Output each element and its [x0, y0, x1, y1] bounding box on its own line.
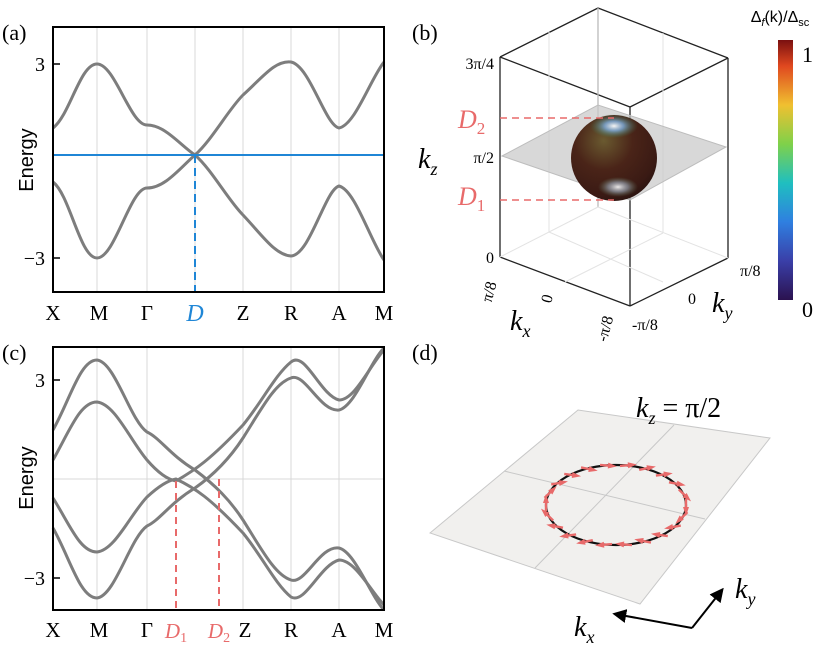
spin-arrow-head [634, 538, 644, 544]
panel-b-ky-label: ky [712, 288, 732, 323]
panel-a-xtick-Gamma: Γ [141, 301, 153, 325]
panel-b-colorbar-title: Δf(k)/Δsc [751, 9, 810, 29]
panel-a-gridlines [96, 27, 340, 292]
panel-c-xtick-M: M [90, 618, 109, 642]
panel-b-colorbar-min: 0 [802, 297, 813, 322]
panel-c-xtick-Gamma: Γ [141, 618, 153, 642]
panel-b: (b) D2 [412, 7, 813, 344]
spin-arrow-head [676, 480, 686, 487]
panel-c-xtick-Z: Z [239, 618, 252, 642]
panel-d-axis-2 [534, 424, 675, 569]
panel-c-ytick-neg3: −3 [24, 568, 45, 590]
spin-arrow-head [683, 506, 689, 516]
spin-arrow-head [540, 508, 550, 518]
panel-c-frame [52, 346, 385, 611]
panel-d-plane [428, 409, 771, 605]
spin-arrow-head [559, 532, 569, 539]
spin-arrow-head [675, 515, 684, 524]
panel-d-kx-label: kx [574, 612, 594, 647]
spin-arrow-head [664, 524, 674, 530]
panel-a-xtick-A: A [331, 301, 347, 325]
panel-a-ytick-neg3: −3 [24, 248, 45, 270]
panel-c-band-2 [51, 348, 386, 483]
spin-arrow-head [607, 462, 617, 469]
panel-a-lower-band [51, 153, 386, 261]
panel-c-ytick-3: 3 [35, 370, 45, 392]
panel-c-band-1 [51, 358, 386, 612]
panel-b-ytick-0: 0 [688, 291, 696, 308]
panel-a-xtick-M2: M [375, 301, 394, 325]
panel-d-plane-label: kz = π/2 [636, 393, 721, 428]
panel-a-label: (a) [2, 20, 26, 45]
panel-a-xtick-R: R [284, 301, 298, 325]
panel-c-label: (c) [2, 340, 26, 365]
panel-a: (a) 3 −3 Energy X M Γ D Z R A M [2, 20, 394, 327]
panel-b-top-cap [590, 114, 638, 138]
panel-c-gridlines [53, 347, 384, 610]
panel-a-xtick-Z: Z [237, 301, 250, 325]
spin-arrow-head [615, 541, 625, 548]
panel-b-grid [499, 32, 729, 283]
panel-b-d1-label: D1 [457, 182, 485, 215]
panel-c-band-4 [51, 346, 386, 600]
panel-b-ztick-0: 0 [486, 250, 494, 267]
spin-arrow-head [548, 486, 557, 495]
spin-arrow-head [650, 531, 661, 538]
panel-a-xtick-D: D [185, 301, 203, 327]
panel-b-xtick-pi8: π/8 [479, 280, 501, 304]
spin-arrow-head [576, 538, 586, 545]
panel-b-label: (b) [412, 20, 438, 45]
panel-d-axis-1 [503, 470, 706, 520]
panel-a-ylabel: Energy [16, 128, 38, 191]
panel-a-frame [52, 26, 385, 293]
panel-c-ylabel: Energy [16, 446, 38, 509]
panel-b-d2-label: D2 [457, 105, 485, 138]
panel-c-xtick-R: R [284, 618, 298, 642]
spin-arrow-head [571, 472, 582, 479]
panel-b-kx-label: kx [510, 306, 530, 341]
panel-c-xtick-D1: D1 [164, 619, 187, 646]
spin-arrow-head [663, 471, 673, 478]
panel-a-xtick-M: M [90, 301, 109, 325]
panel-d-label: (d) [412, 340, 438, 365]
panel-b-xtick-negpi8: -π/8 [594, 314, 617, 343]
panel-c-xtick-D2: D2 [207, 619, 230, 646]
panel-d-ky-label: ky [735, 574, 755, 609]
panel-a-upper-band [51, 60, 386, 157]
spin-arrow-head [543, 494, 549, 504]
panel-b-colorbar [778, 40, 793, 300]
panel-c: (c) 3 −3 Energy X M Γ D1 D2 Z R A M [2, 340, 394, 646]
panel-a-xtick-X: X [45, 301, 60, 325]
panel-d-ky-arrow [691, 587, 724, 629]
panel-b-ytick-pi8: π/8 [740, 263, 761, 280]
spin-arrow-head [558, 480, 568, 486]
spin-arrow-head [627, 462, 637, 469]
panel-c-xtick-X: X [45, 618, 60, 642]
panel-b-ztick-3pi4: 3π/4 [465, 56, 494, 73]
panel-b-bottom-cap [598, 177, 638, 197]
panel-a-ytick-3: 3 [35, 54, 45, 76]
panel-c-xtick-M2: M [375, 618, 394, 642]
panel-b-ztick-pi2: π/2 [473, 150, 494, 167]
panel-d-kx-arrow [612, 609, 693, 629]
panel-d: (d) kz = π/2 kx ky [412, 340, 771, 647]
panel-b-ytick-negpi8: -π/8 [632, 317, 658, 334]
spin-arrow-head [682, 492, 692, 502]
spin-arrow-head [546, 523, 556, 530]
spin-arrow-head [588, 466, 598, 472]
panel-b-fermi-sphere [571, 115, 657, 201]
panel-d-spin-arrows [540, 462, 692, 548]
spin-arrow-head [595, 541, 605, 548]
panel-b-colorbar-max: 1 [802, 42, 813, 67]
panel-c-xtick-A: A [331, 618, 347, 642]
panel-b-kz-label: kz [418, 144, 437, 179]
panel-b-xtick-0: 0 [538, 293, 556, 305]
panel-c-band-3 [51, 477, 386, 607]
spin-arrow-head [646, 465, 656, 472]
